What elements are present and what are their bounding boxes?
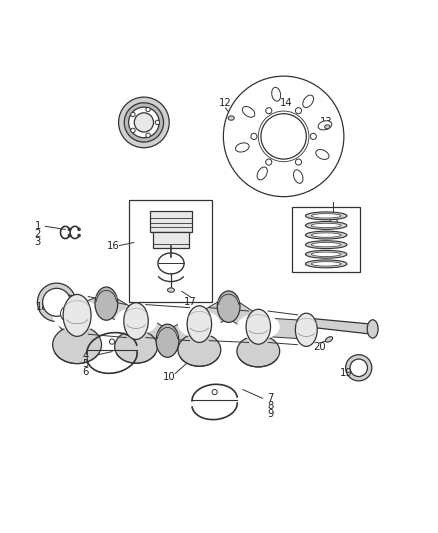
- Circle shape: [131, 112, 135, 117]
- Polygon shape: [258, 318, 307, 339]
- Ellipse shape: [305, 241, 347, 248]
- Circle shape: [134, 113, 153, 132]
- Polygon shape: [194, 298, 233, 333]
- Polygon shape: [306, 318, 372, 334]
- Circle shape: [146, 133, 150, 138]
- Ellipse shape: [325, 125, 330, 129]
- Text: 18: 18: [36, 302, 49, 312]
- Circle shape: [124, 103, 163, 142]
- Text: 11: 11: [141, 103, 153, 114]
- Text: 3: 3: [35, 237, 41, 247]
- Ellipse shape: [295, 313, 317, 346]
- Ellipse shape: [257, 167, 267, 180]
- Circle shape: [110, 339, 115, 344]
- Ellipse shape: [178, 310, 221, 338]
- Ellipse shape: [187, 306, 212, 343]
- Text: 6: 6: [83, 367, 89, 377]
- Ellipse shape: [311, 223, 341, 228]
- Circle shape: [295, 159, 301, 165]
- Text: 13: 13: [320, 117, 332, 126]
- Polygon shape: [102, 295, 141, 329]
- Ellipse shape: [95, 287, 118, 320]
- Ellipse shape: [156, 324, 179, 357]
- Ellipse shape: [237, 313, 280, 340]
- Ellipse shape: [293, 170, 303, 183]
- Ellipse shape: [367, 320, 378, 338]
- Ellipse shape: [217, 291, 240, 322]
- Circle shape: [37, 283, 76, 321]
- Ellipse shape: [305, 231, 347, 239]
- Text: 2: 2: [35, 229, 41, 239]
- Bar: [150, 211, 192, 231]
- Polygon shape: [223, 298, 264, 335]
- Circle shape: [261, 114, 306, 159]
- Circle shape: [295, 108, 301, 114]
- Circle shape: [146, 107, 150, 112]
- Ellipse shape: [305, 212, 347, 220]
- Ellipse shape: [242, 107, 255, 117]
- Circle shape: [212, 390, 217, 394]
- Ellipse shape: [63, 294, 91, 336]
- Ellipse shape: [178, 333, 221, 366]
- Circle shape: [223, 76, 344, 197]
- Circle shape: [42, 288, 71, 316]
- Ellipse shape: [272, 87, 281, 101]
- Ellipse shape: [167, 288, 174, 292]
- Text: 5: 5: [83, 359, 89, 369]
- Ellipse shape: [325, 337, 332, 342]
- Polygon shape: [74, 295, 110, 325]
- Polygon shape: [163, 316, 204, 349]
- Circle shape: [155, 120, 159, 125]
- Circle shape: [346, 354, 372, 381]
- Circle shape: [266, 159, 272, 165]
- Text: 12: 12: [219, 98, 232, 108]
- Text: 1: 1: [35, 221, 41, 231]
- Ellipse shape: [311, 252, 341, 256]
- Ellipse shape: [124, 303, 148, 340]
- Ellipse shape: [236, 143, 249, 152]
- Text: 19: 19: [340, 368, 353, 378]
- Text: 9: 9: [267, 409, 274, 419]
- Ellipse shape: [246, 309, 271, 344]
- Circle shape: [310, 133, 316, 140]
- Text: 4: 4: [83, 351, 89, 361]
- Text: 20: 20: [313, 342, 326, 352]
- Bar: [152, 231, 189, 248]
- Ellipse shape: [305, 251, 347, 258]
- Ellipse shape: [53, 300, 102, 331]
- Ellipse shape: [115, 308, 157, 335]
- Ellipse shape: [311, 233, 341, 237]
- Ellipse shape: [303, 95, 314, 108]
- Ellipse shape: [53, 326, 102, 364]
- Circle shape: [60, 306, 76, 321]
- Circle shape: [119, 97, 169, 148]
- Text: 15: 15: [327, 216, 340, 225]
- Ellipse shape: [305, 222, 347, 229]
- Ellipse shape: [311, 214, 341, 218]
- Text: 17: 17: [184, 297, 197, 308]
- Ellipse shape: [318, 121, 332, 130]
- Circle shape: [251, 133, 257, 140]
- Ellipse shape: [115, 330, 157, 364]
- Text: 10: 10: [162, 372, 175, 382]
- Ellipse shape: [311, 243, 341, 247]
- Circle shape: [266, 108, 272, 114]
- Bar: [130, 200, 212, 302]
- Circle shape: [350, 359, 367, 376]
- Ellipse shape: [237, 335, 280, 367]
- Text: 14: 14: [280, 98, 293, 108]
- Ellipse shape: [57, 295, 81, 332]
- Ellipse shape: [311, 262, 341, 266]
- Ellipse shape: [305, 260, 347, 268]
- Bar: [292, 207, 360, 272]
- Polygon shape: [131, 313, 173, 349]
- Circle shape: [129, 107, 159, 138]
- Ellipse shape: [228, 116, 234, 120]
- Text: 16: 16: [107, 240, 120, 251]
- Text: 7: 7: [267, 393, 274, 403]
- Ellipse shape: [316, 150, 329, 159]
- Circle shape: [131, 128, 135, 133]
- Text: 8: 8: [267, 401, 274, 411]
